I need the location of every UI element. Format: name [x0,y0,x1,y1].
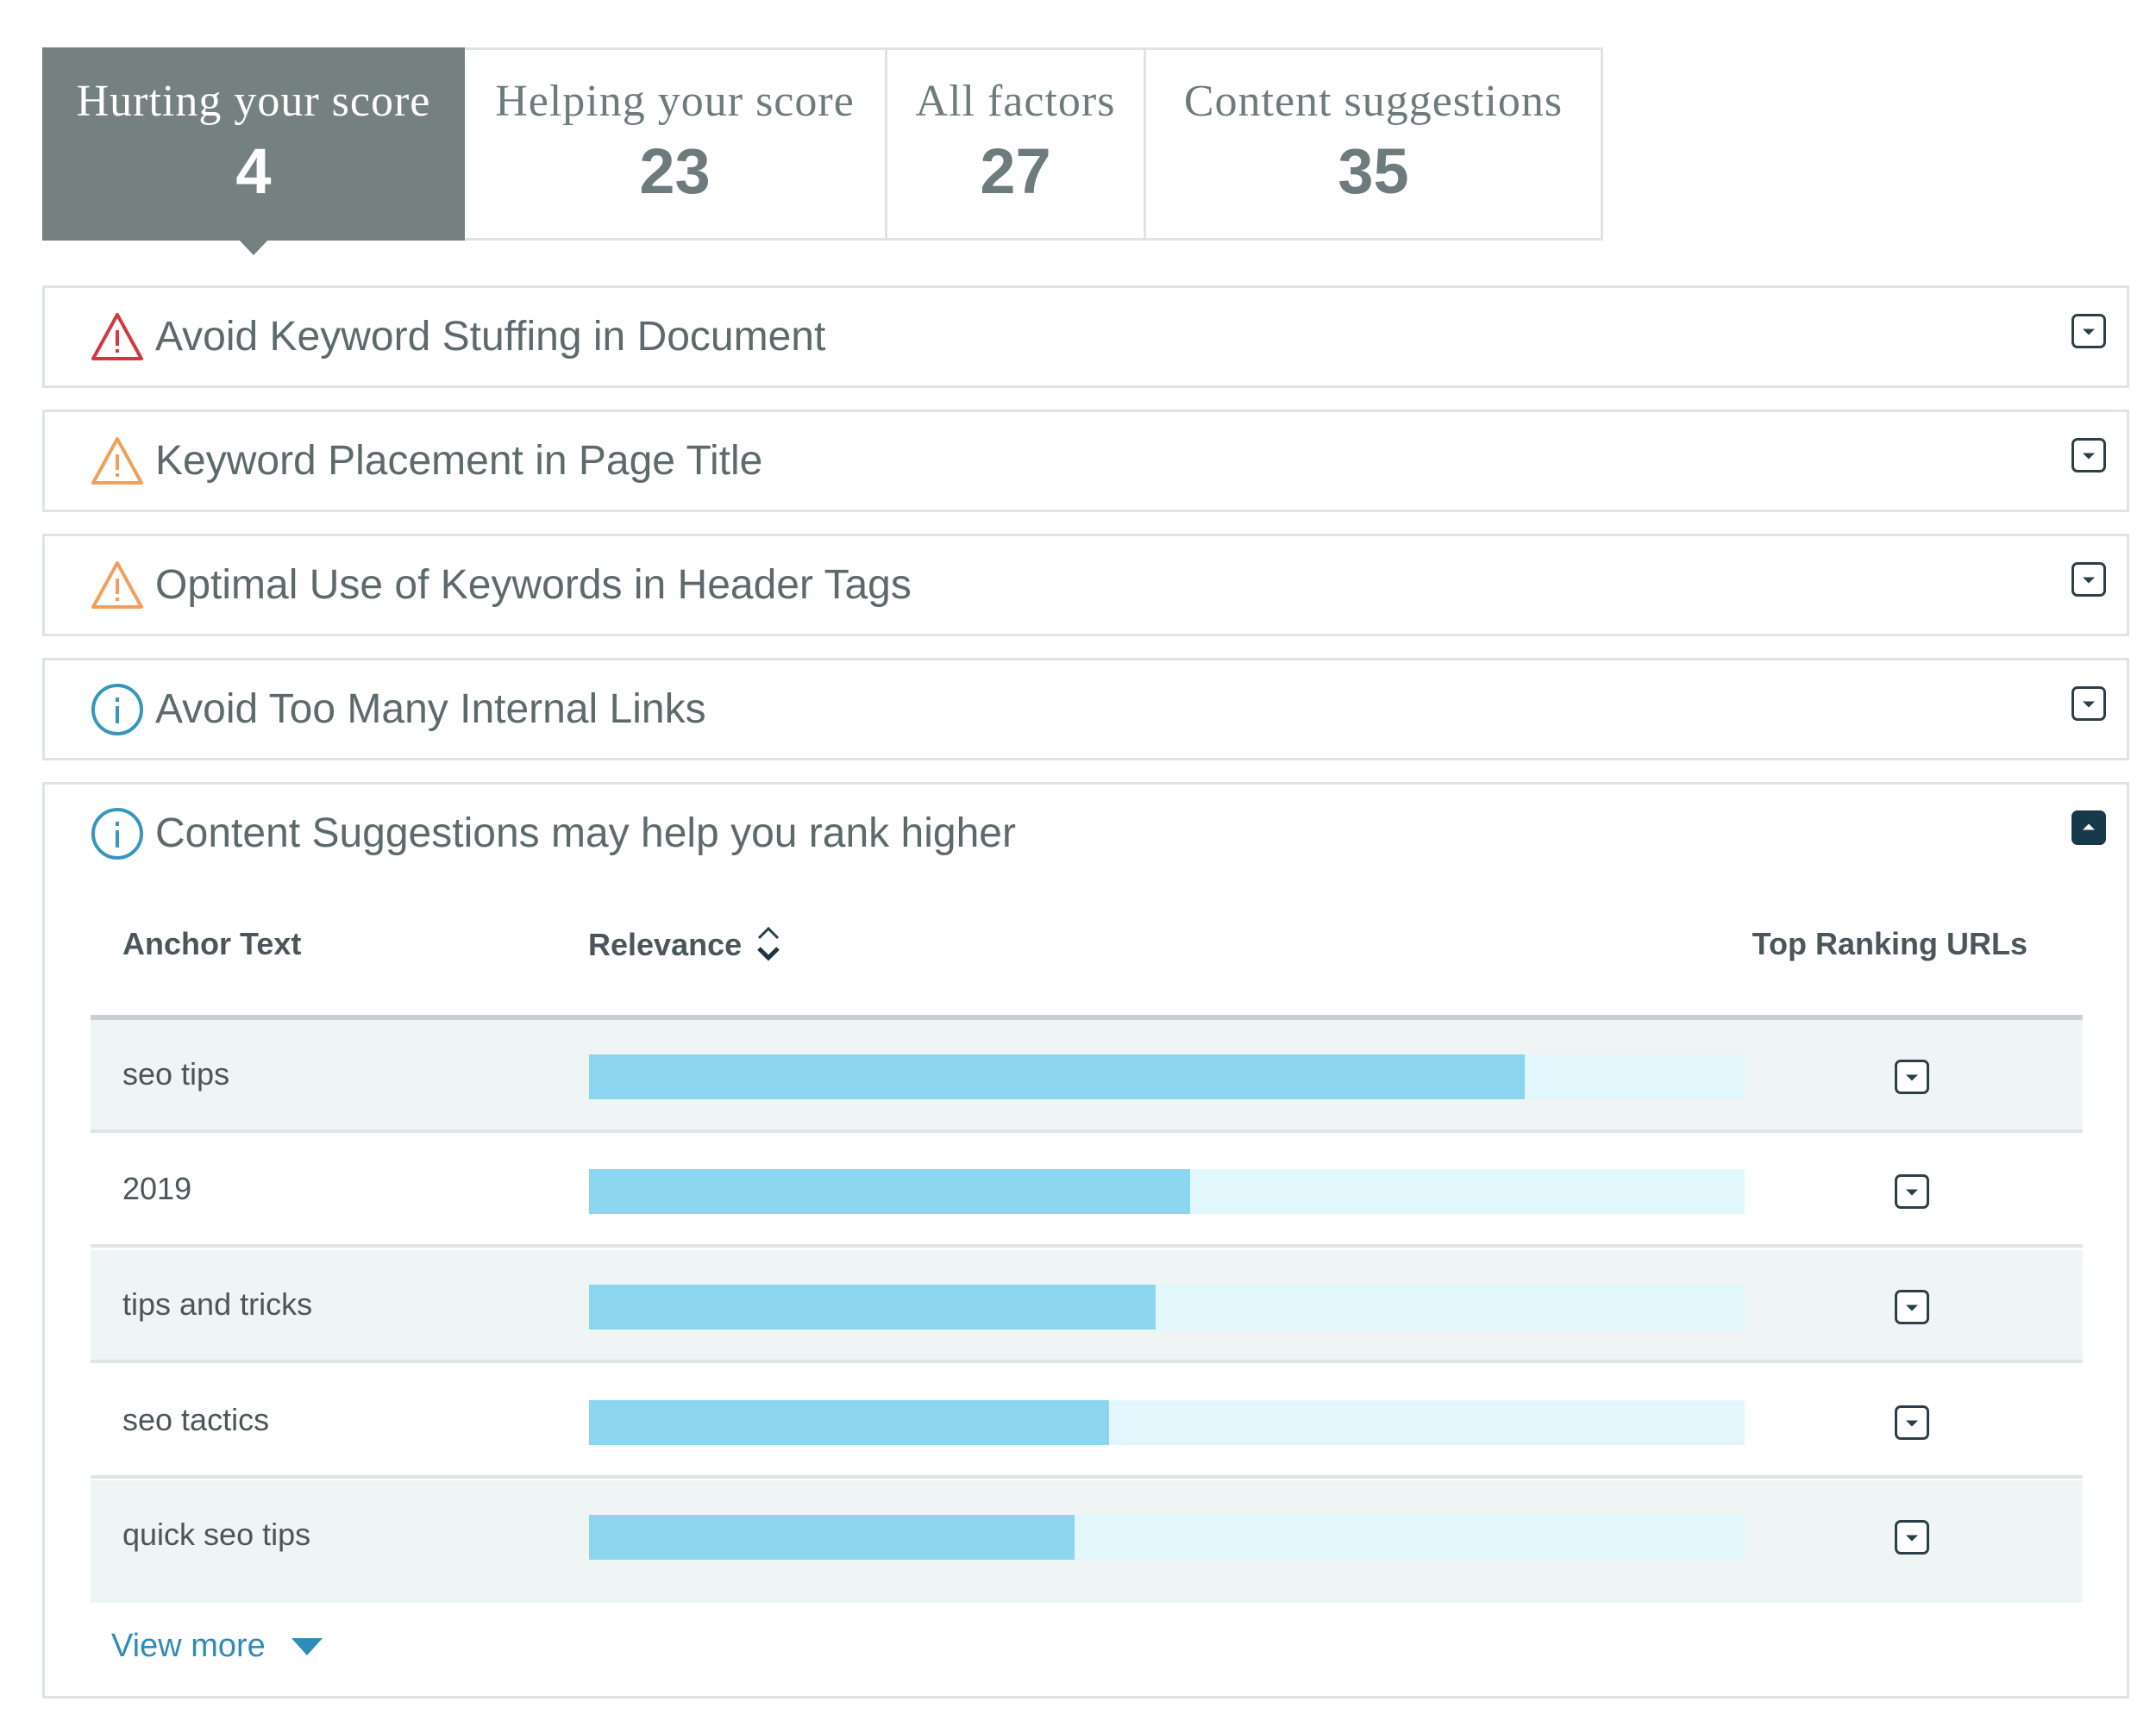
anchor-text-cell: quick seo tips [122,1517,311,1552]
panel-title: Keyword Placement in Page Title [155,438,763,484]
relevance-bar-fill [589,1169,1190,1214]
expand-urls-icon[interactable] [1895,1405,1929,1440]
panel-header[interactable]: Avoid Keyword Stuffing in Document [45,288,2127,385]
factor-panel-keyword-stuffing: Avoid Keyword Stuffing in Document [42,285,2129,388]
expand-urls-icon[interactable] [1895,1290,1929,1324]
factor-panel-internal-links: Avoid Too Many Internal Links [42,658,2129,760]
column-header-relevance[interactable]: Relevance [588,926,783,964]
table-divider [91,1015,2083,1020]
relevance-bar-fill [589,1285,1156,1329]
warning-orange-icon [91,560,143,609]
anchor-text-cell: seo tactics [122,1402,270,1437]
panel-header[interactable]: Avoid Too Many Internal Links [45,660,2127,758]
tab-hurting-your-score[interactable]: Hurting your score 4 [42,47,465,241]
tab-label: Content suggestions [1183,77,1564,126]
factor-panel-content-suggestions: Content Suggestions may help you rank hi… [42,782,2129,1699]
caret-down-icon [291,1637,323,1655]
panel-title: Optimal Use of Keywords in Header Tags [155,562,912,608]
anchor-text-cell: seo tips [122,1056,230,1092]
suggestions-table-header: Anchor Text Relevance Top Ranking URLs [91,914,2083,978]
expand-toggle-icon[interactable] [2071,314,2106,348]
anchor-text-cell: 2019 [122,1171,192,1206]
tab-label: Hurting your score [76,77,431,126]
expand-urls-icon[interactable] [1895,1174,1929,1209]
expand-urls-icon[interactable] [1895,1520,1929,1555]
warning-orange-icon [91,436,143,485]
relevance-bar [589,1169,1745,1214]
view-more-label: View more [111,1628,266,1664]
relevance-bar-fill [589,1515,1075,1560]
tab-count: 27 [980,135,1051,207]
column-header-anchor-text: Anchor Text [122,926,302,961]
panel-title: Content Suggestions may help you rank hi… [155,810,1016,856]
panel-title: Avoid Keyword Stuffing in Document [155,314,826,360]
collapse-toggle-icon[interactable] [2071,810,2106,845]
expand-toggle-icon[interactable] [2071,438,2106,472]
tab-count: 4 [235,135,272,207]
tab-all-factors[interactable]: All factors 27 [887,47,1146,241]
table-row: seo tips [91,1020,2083,1133]
tab-count: 23 [639,135,711,207]
tab-helping-your-score[interactable]: Helping your score 23 [465,47,887,241]
factor-panel-page-title: Keyword Placement in Page Title [42,410,2129,512]
column-header-top-ranking-urls: Top Ranking URLs [1752,926,2028,961]
tab-label: All factors [915,77,1116,126]
expand-toggle-icon[interactable] [2071,562,2106,597]
column-header-relevance-label: Relevance [588,927,743,962]
info-icon [91,683,143,735]
tab-count: 35 [1338,135,1409,207]
table-row: tips and tricks [91,1250,2083,1363]
view-more-link[interactable]: View more [111,1628,323,1665]
warning-red-icon [91,312,143,360]
panel-header[interactable]: Keyword Placement in Page Title [45,412,2127,510]
relevance-bar [589,1285,1745,1329]
tab-content-suggestions[interactable]: Content suggestions 35 [1146,47,1603,241]
factor-panel-header-tags: Optimal Use of Keywords in Header Tags [42,534,2129,636]
panel-header[interactable]: Optimal Use of Keywords in Header Tags [45,536,2127,634]
sort-icon[interactable] [754,923,783,964]
relevance-bar-fill [589,1054,1526,1099]
relevance-bar-fill [589,1400,1109,1445]
table-row: quick seo tips [91,1480,2083,1603]
table-row: 2019 [91,1135,2083,1248]
expand-urls-icon[interactable] [1895,1060,1929,1094]
score-tabs: Hurting your score 4 Helping your score … [42,47,1603,241]
relevance-bar [589,1054,1745,1099]
relevance-bar [589,1400,1745,1445]
info-icon [91,807,143,860]
anchor-text-cell: tips and tricks [122,1286,313,1322]
panel-title: Avoid Too Many Internal Links [155,686,706,732]
relevance-bar [589,1515,1745,1560]
expand-toggle-icon[interactable] [2071,686,2106,721]
tab-label: Helping your score [495,77,855,126]
table-row: seo tactics [91,1366,2083,1479]
panel-header[interactable]: Content Suggestions may help you rank hi… [45,785,2127,882]
